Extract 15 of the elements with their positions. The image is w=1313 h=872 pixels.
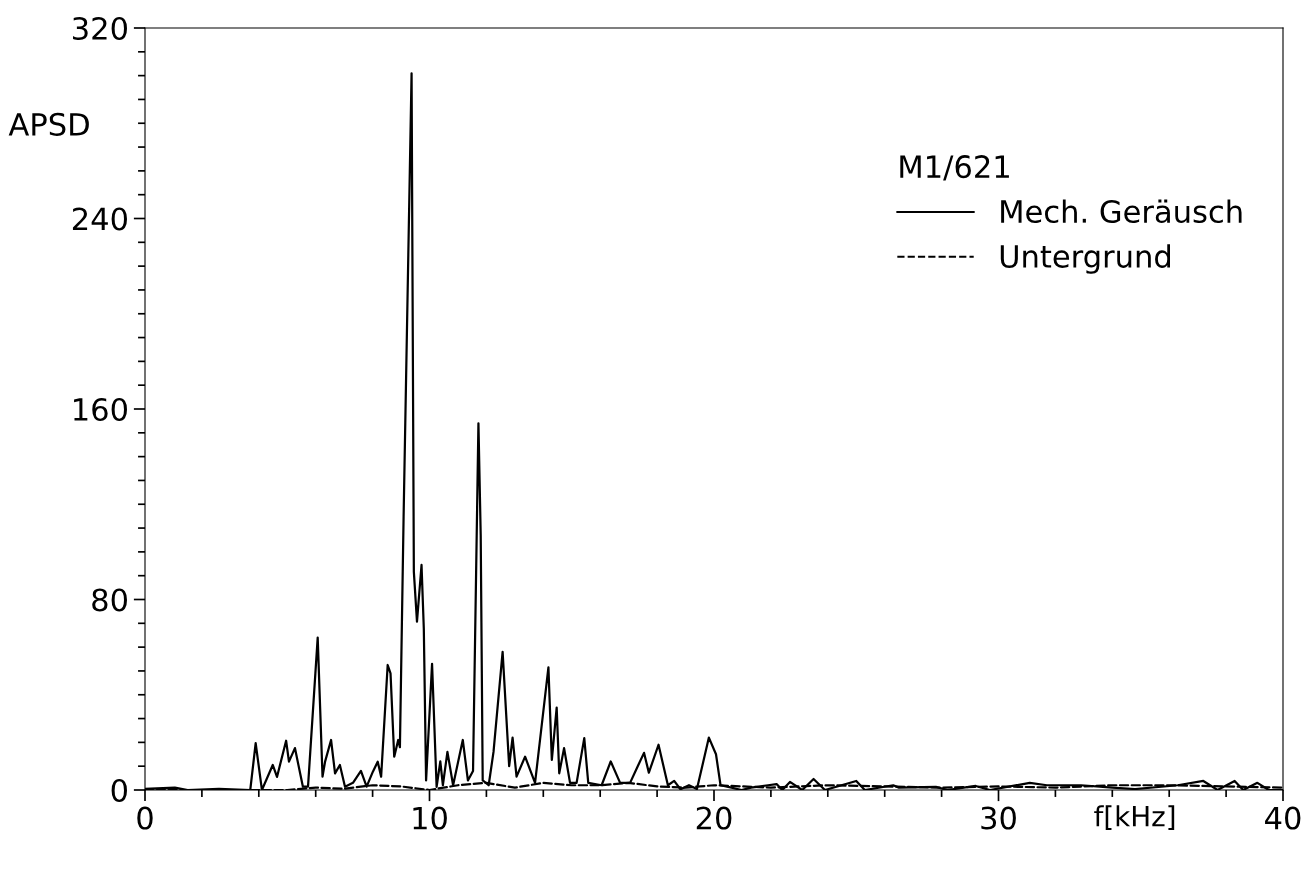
x-tick-label: 40 xyxy=(1265,806,1301,830)
y-tick-label: 160 xyxy=(74,397,127,422)
y-tick-label: 0 xyxy=(111,778,127,803)
legend-title: M1/621 xyxy=(900,155,1009,181)
y-tick-label: 320 xyxy=(73,16,127,41)
x-tick-label: 30 xyxy=(981,806,1016,830)
x-tick-label: 10 xyxy=(413,806,447,830)
y-tick-label: 240 xyxy=(72,207,127,231)
y-tick-label: 80 xyxy=(92,588,127,612)
x-axis-title: f[kHz] xyxy=(1094,805,1175,831)
x-tick-label: 0 xyxy=(137,806,153,830)
x-tick-label: 20 xyxy=(696,806,732,830)
legend-label: Untergrund xyxy=(1000,244,1170,274)
legend-label: Mech. Geräusch xyxy=(1001,199,1242,224)
y-axis-title: APSD xyxy=(8,112,89,136)
